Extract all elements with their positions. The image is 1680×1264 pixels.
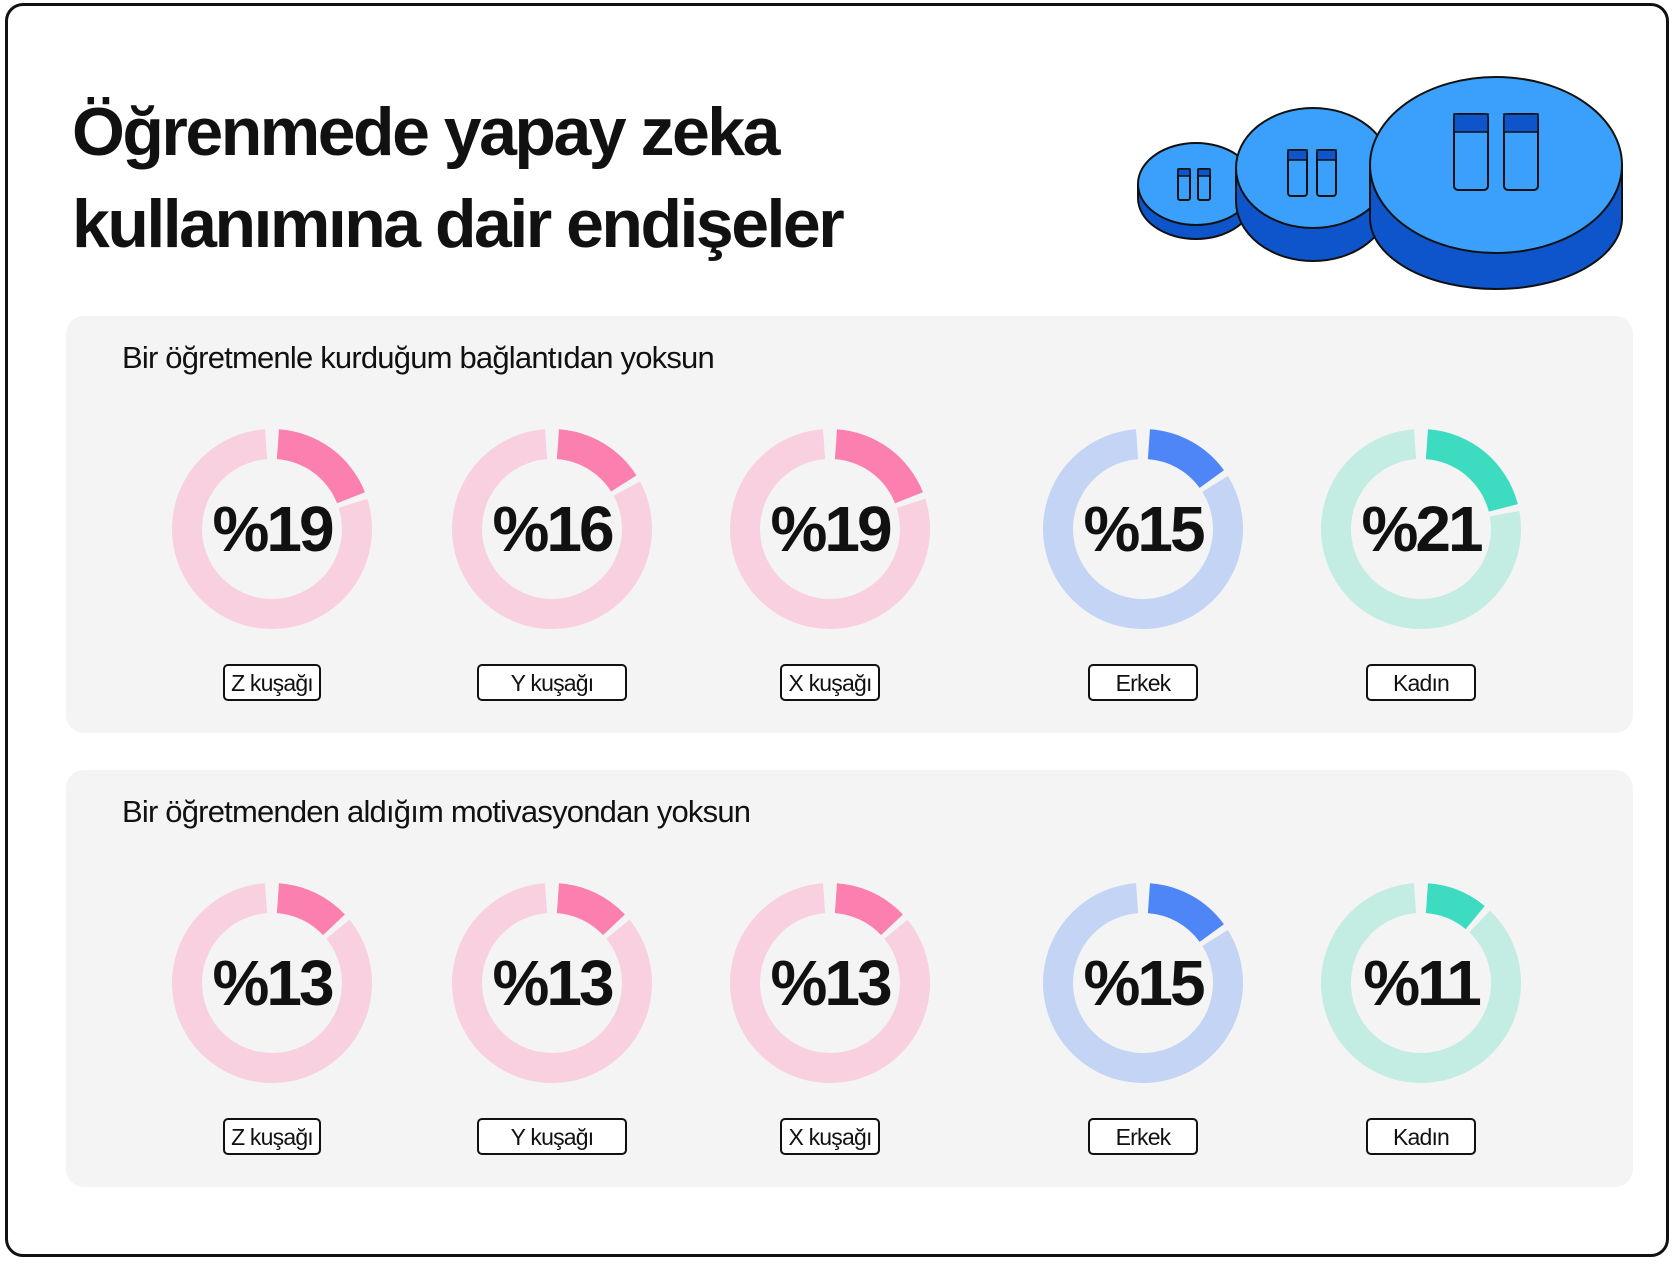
donut-chart: %13 xyxy=(436,867,668,1099)
donut-track xyxy=(1043,429,1243,629)
category-label: Y kuşağı xyxy=(477,1118,627,1155)
donut-svg xyxy=(730,429,930,629)
category-label: X kuşağı xyxy=(780,664,880,701)
infographic-card: Öğrenmede yapay zeka kullanımına dair en… xyxy=(5,3,1669,1257)
donut-value-segment xyxy=(1147,883,1224,942)
panel-heading: Bir öğretmenle kurduğum bağlantıdan yoks… xyxy=(122,340,715,375)
donut-value-segment xyxy=(1147,429,1224,488)
category-label: X kuşağı xyxy=(780,1118,880,1155)
donut-value-label: %21 xyxy=(1361,493,1483,565)
panel-connection: Bir öğretmenle kurduğum bağlantıdan yoks… xyxy=(66,316,1633,733)
donut-value-segment xyxy=(834,429,923,504)
donut-track xyxy=(1321,429,1521,629)
donut-svg xyxy=(1321,429,1521,629)
donut-value-label: %13 xyxy=(212,947,334,1019)
category-label: Erkek xyxy=(1088,664,1198,701)
donut-chart: %16 xyxy=(436,413,668,645)
donut-value-segment xyxy=(834,883,903,936)
donut-value-segment xyxy=(556,429,637,492)
panel-motivation: Bir öğretmenden aldığım motivasyondan yo… xyxy=(66,770,1633,1187)
donut-chart: %11 xyxy=(1305,867,1537,1099)
donut-value-label: %13 xyxy=(770,947,892,1019)
donut-value-segment xyxy=(1425,883,1485,930)
donut-svg xyxy=(1043,429,1243,629)
donut-chart: %15 xyxy=(1027,867,1259,1099)
category-label: Erkek xyxy=(1088,1118,1198,1155)
donut-track xyxy=(172,883,372,1083)
donut-value-label: %13 xyxy=(492,947,614,1019)
donut-value-segment xyxy=(1425,429,1518,512)
donut-svg xyxy=(172,883,372,1083)
donut-value-label: %15 xyxy=(1083,493,1205,565)
donut-value-label: %19 xyxy=(212,493,334,565)
donut-track xyxy=(452,883,652,1083)
title-line-2: kullanımına dair endişeler xyxy=(72,186,845,262)
category-label: Z kuşağı xyxy=(223,1118,321,1155)
donut-svg xyxy=(172,429,372,629)
donut-track xyxy=(452,429,652,629)
donut-value-segment xyxy=(276,429,365,504)
donut-value-label: %11 xyxy=(1363,947,1482,1019)
donut-svg xyxy=(452,429,652,629)
donut-chart: %21 xyxy=(1305,413,1537,645)
donut-chart: %13 xyxy=(156,867,388,1099)
donut-track xyxy=(1321,883,1521,1083)
stacked-coins-icon xyxy=(1137,76,1623,290)
category-label: Kadın xyxy=(1366,664,1476,701)
donut-svg xyxy=(1321,883,1521,1083)
donut-svg xyxy=(730,883,930,1083)
panel-heading: Bir öğretmenden aldığım motivasyondan yo… xyxy=(122,794,751,829)
donut-track xyxy=(730,429,930,629)
category-label: Y kuşağı xyxy=(477,664,627,701)
donut-track xyxy=(1043,883,1243,1083)
donut-value-label: %16 xyxy=(492,493,614,565)
title-line-1: Öğrenmede yapay zeka xyxy=(72,94,780,170)
donut-chart: %15 xyxy=(1027,413,1259,645)
donut-value-segment xyxy=(556,883,625,936)
donut-value-label: %19 xyxy=(770,493,892,565)
donut-value-segment xyxy=(276,883,345,936)
donut-track xyxy=(172,429,372,629)
donut-svg xyxy=(1043,883,1243,1083)
page-title: Öğrenmede yapay zeka kullanımına dair en… xyxy=(72,86,845,270)
donut-value-label: %15 xyxy=(1083,947,1205,1019)
donut-track xyxy=(730,883,930,1083)
category-label: Z kuşağı xyxy=(223,664,321,701)
donut-chart: %19 xyxy=(156,413,388,645)
category-label: Kadın xyxy=(1366,1118,1476,1155)
donut-svg xyxy=(452,883,652,1083)
donut-chart: %13 xyxy=(714,867,946,1099)
donut-chart: %19 xyxy=(714,413,946,645)
